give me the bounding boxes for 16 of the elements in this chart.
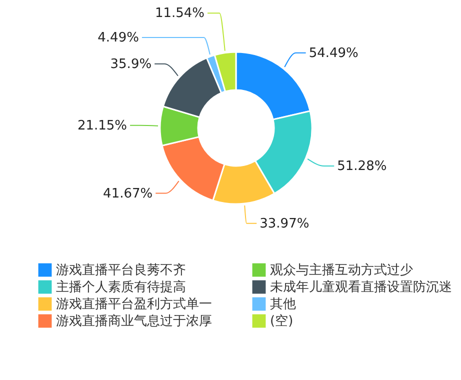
legend-label: 未成年儿童观看直播设置防沉迷 (270, 279, 452, 295)
data-label: 33.97% (260, 216, 310, 232)
legend-label: 观众与主播互动方式过少 (270, 262, 413, 278)
data-label: 4.49% (98, 30, 139, 46)
legend-label: 游戏直播平台良莠不齐 (56, 263, 186, 278)
legend-label: 主播个人素质有待提高 (56, 279, 186, 295)
data-label: 51.28% (337, 159, 387, 174)
legend-label: 游戏直播商业气息过于浓厚 (56, 314, 212, 329)
data-label: 11.54% (154, 6, 205, 22)
data-label: 54.49% (308, 46, 358, 61)
legend-label: 其他 (270, 297, 296, 312)
data-label: 41.67% (103, 186, 153, 202)
data-label: 21.15% (77, 118, 128, 134)
data-label: 35.9% (110, 56, 152, 72)
legend-label: 游戏直播平台盈利方式单一 (56, 296, 212, 312)
legend-label: (空) (270, 314, 294, 329)
